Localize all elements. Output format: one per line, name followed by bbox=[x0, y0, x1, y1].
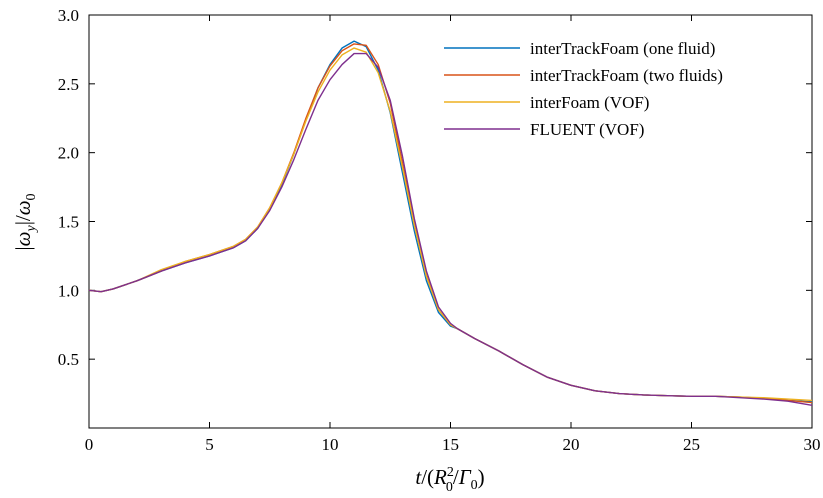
x-tick-label: 5 bbox=[205, 435, 214, 454]
legend-label: FLUENT (VOF) bbox=[530, 120, 644, 139]
y-tick-label: 1.0 bbox=[58, 281, 79, 300]
x-tick-label: 15 bbox=[442, 435, 459, 454]
legend-label: interTrackFoam (one fluid) bbox=[530, 39, 715, 58]
x-tick-label: 10 bbox=[322, 435, 339, 454]
x-tick-label: 25 bbox=[683, 435, 700, 454]
series-line-2 bbox=[88, 47, 813, 402]
series-line-3 bbox=[88, 52, 813, 406]
series-lines bbox=[88, 40, 813, 406]
x-tick-label: 0 bbox=[85, 435, 94, 454]
x-axis-title: t/(R2 0/Γ0) bbox=[415, 465, 484, 495]
series-line-1 bbox=[88, 43, 813, 404]
legend: interTrackFoam (one fluid) interTrackFoam… bbox=[444, 39, 723, 139]
y-axis-ticks: 0.5 1.0 1.5 2.0 2.5 3.0 bbox=[58, 6, 812, 369]
y-tick-label: 3.0 bbox=[58, 6, 79, 25]
legend-label: interTrackFoam (two fluids) bbox=[530, 66, 723, 85]
y-tick-label: 2.5 bbox=[58, 75, 79, 94]
x-tick-label: 30 bbox=[804, 435, 821, 454]
y-tick-label: 0.5 bbox=[58, 350, 79, 369]
series-line-0 bbox=[88, 40, 813, 403]
x-axis-ticks: 0 5 10 15 20 25 30 bbox=[85, 15, 821, 454]
legend-label: interFoam (VOF) bbox=[530, 93, 649, 112]
x-tick-label: 20 bbox=[563, 435, 580, 454]
y-tick-label: 2.0 bbox=[58, 144, 79, 163]
y-axis-title: |ωy|/ω0 bbox=[11, 193, 39, 250]
y-tick-label: 1.5 bbox=[58, 213, 79, 232]
